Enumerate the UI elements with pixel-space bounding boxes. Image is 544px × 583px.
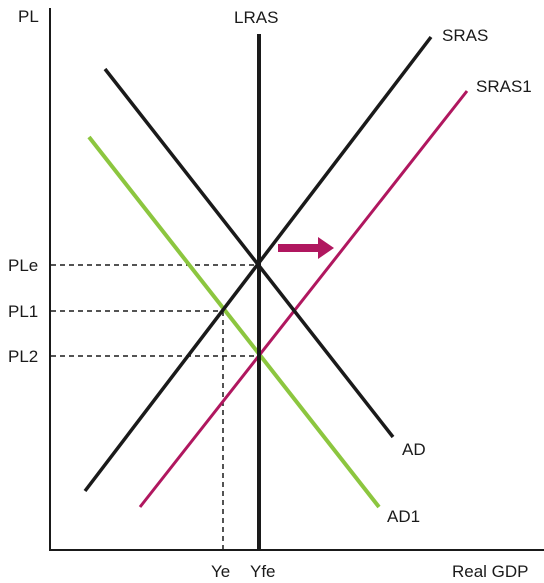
ad-curve: [103, 67, 395, 439]
shift-right-arrow: [278, 237, 334, 259]
y-axis-label: PL: [18, 7, 39, 26]
x-axis-label: Real GDP: [452, 562, 529, 581]
pl1-label: PL1: [8, 302, 38, 321]
sras1-curve: [138, 90, 469, 508]
yfe-label: Yfe: [250, 562, 276, 581]
ye-label: Ye: [211, 562, 230, 581]
lras-label: LRAS: [234, 8, 278, 27]
ad1-curve: [87, 135, 381, 509]
ad-label: AD: [402, 440, 426, 459]
pl2-label: PL2: [8, 347, 38, 366]
ad1-label: AD1: [387, 507, 420, 526]
sras1-label: SRAS1: [476, 77, 532, 96]
sras-label: SRAS: [442, 26, 488, 45]
ple-label: PLe: [8, 256, 38, 275]
